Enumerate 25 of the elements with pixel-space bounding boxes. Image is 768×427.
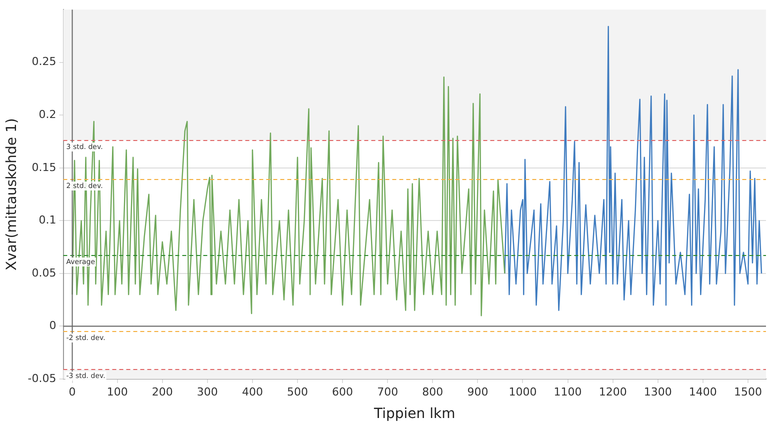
x-tick-label: 0 bbox=[68, 385, 76, 398]
x-tick-label: 700 bbox=[377, 385, 398, 398]
x-tick-label: 800 bbox=[422, 385, 444, 398]
x-tick-label: 100 bbox=[106, 385, 128, 398]
x-tick-label: 1200 bbox=[598, 385, 627, 398]
y-tick-label: 0 bbox=[49, 319, 56, 332]
x-tick-label: 300 bbox=[196, 385, 218, 398]
y-tick-label: 0.2 bbox=[38, 108, 56, 121]
y-tick-label: 0.05 bbox=[32, 266, 56, 280]
x-tick-label: 900 bbox=[467, 385, 488, 398]
x-tick-label: 1400 bbox=[688, 385, 717, 398]
x-tick-label: 1500 bbox=[734, 385, 762, 398]
y-axis-title: Xvar(mittauskohde 1) bbox=[4, 118, 20, 270]
x-tick-label: 500 bbox=[287, 385, 308, 398]
x-tick-label: 600 bbox=[332, 385, 354, 398]
x-tick-label: 400 bbox=[242, 385, 263, 398]
y-tick-label: -0.05 bbox=[28, 372, 56, 385]
x-tick-label: 1300 bbox=[644, 385, 672, 398]
x-axis-title: Tippien lkm bbox=[373, 406, 456, 422]
y-tick-label: 0.25 bbox=[32, 55, 56, 68]
y-tick-label: 0.15 bbox=[32, 160, 56, 174]
x-tick-label: 1000 bbox=[508, 385, 537, 398]
x-tick-label: 1100 bbox=[554, 385, 582, 398]
x-tick-label: 200 bbox=[152, 385, 173, 398]
y-tick-label: 0.1 bbox=[38, 214, 56, 227]
